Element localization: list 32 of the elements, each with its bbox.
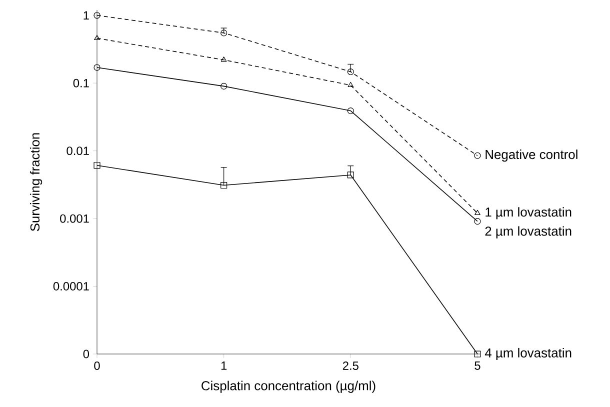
- point: [220, 56, 227, 62]
- y-tick-label: 0.1: [73, 78, 89, 88]
- point: [347, 108, 354, 114]
- point: [474, 152, 481, 159]
- point: [474, 218, 481, 225]
- y-tick-label: 0.01: [66, 146, 89, 156]
- x-axis-title: Cisplatin concentration (µg/ml): [202, 380, 376, 393]
- point: [220, 182, 228, 189]
- point: [94, 64, 100, 71]
- y-axis-title: Surviving fraction: [30, 133, 42, 232]
- y-tick-label: 1: [84, 11, 89, 20]
- point: [220, 30, 228, 36]
- y-tick-label: 0.0001: [53, 282, 89, 290]
- series-label: Negative control: [486, 150, 578, 162]
- series-label: 4 µm lovastatin: [484, 348, 572, 360]
- x-tick-label: 2.5: [342, 362, 358, 370]
- y-tick-label: 0: [83, 350, 90, 358]
- point: [94, 162, 100, 169]
- point: [474, 350, 481, 358]
- y-tick-label: 0.001: [60, 214, 89, 223]
- x-tick-label: 5: [474, 362, 480, 370]
- point: [347, 68, 354, 76]
- series-label: 2 µm lovastatin: [485, 226, 572, 238]
- x-tick-label: 0: [94, 362, 100, 370]
- x-tick-label: 1: [221, 362, 227, 370]
- point: [220, 82, 228, 90]
- point: [94, 34, 100, 40]
- point: [347, 172, 354, 178]
- point: [94, 12, 100, 19]
- series-label: 1 µm lovastatin: [486, 207, 572, 220]
- point: [474, 210, 480, 215]
- point: [348, 82, 354, 88]
